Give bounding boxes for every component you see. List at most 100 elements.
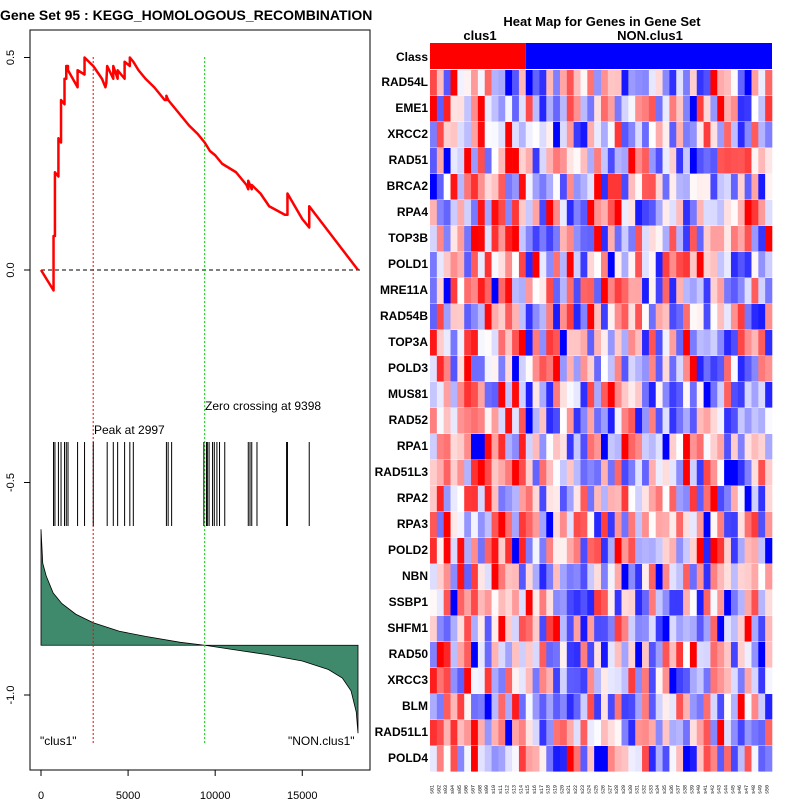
- heatmap-cell: [587, 356, 595, 382]
- heatmap-cell: [436, 148, 444, 174]
- heatmap-cell: [532, 564, 540, 590]
- heatmap-cell: [430, 96, 438, 122]
- heatmap-cell: [648, 356, 657, 382]
- heatmap-cell: [512, 564, 520, 590]
- heatmap-cell: [546, 564, 554, 590]
- heatmap-cell: [717, 460, 725, 486]
- heatmap-cell: [676, 356, 684, 382]
- heatmap-cell: [539, 434, 547, 460]
- heatmap-cell: [430, 694, 438, 720]
- heatmap-cell: [471, 746, 479, 772]
- heatmap-cell: [703, 174, 711, 200]
- heatmap-cell: [669, 434, 677, 460]
- heatmap-cell: [546, 590, 554, 616]
- heatmap-cell: [450, 668, 458, 694]
- heatmap-cell: [443, 746, 451, 772]
- heatmap-cell: [662, 304, 670, 330]
- heatmap-cell: [662, 720, 670, 746]
- heatmap-cell: [484, 408, 492, 434]
- heatmap-cell: [566, 70, 574, 96]
- class-group-label-clus1: clus1: [463, 28, 496, 43]
- heatmap-cell: [683, 746, 691, 772]
- heatmap-cell: [765, 460, 773, 486]
- heatmap-cell: [498, 434, 506, 460]
- heatmap-cell: [751, 70, 759, 96]
- sample-label: s48: [751, 785, 757, 794]
- heatmap-cell: [655, 278, 663, 304]
- heatmap-cell: [737, 200, 745, 226]
- heatmap-cell: [580, 642, 588, 668]
- heatmap-cell: [710, 590, 718, 616]
- heatmap-cell: [450, 356, 458, 382]
- heatmap-cell: [430, 226, 438, 252]
- heatmap-cell: [655, 720, 663, 746]
- heatmap-cell: [471, 226, 479, 252]
- heatmap-cell: [765, 564, 773, 590]
- heatmap-cell: [648, 590, 657, 616]
- sample-label: s12: [505, 785, 511, 794]
- heatmap-cell: [614, 694, 622, 720]
- heatmap-cell: [655, 512, 663, 538]
- heatmap-cell: [498, 720, 506, 746]
- heatmap-cell: [669, 304, 677, 330]
- heatmap-cell: [471, 694, 479, 720]
- heatmap-cell: [450, 460, 458, 486]
- heatmap-cell: [717, 616, 725, 642]
- heatmap-cell: [703, 460, 711, 486]
- heatmap-cell: [676, 382, 684, 408]
- heatmap-cell: [758, 408, 766, 434]
- heatmap-cell: [559, 460, 568, 486]
- heatmap-cell: [553, 356, 561, 382]
- heatmap-cell: [457, 382, 465, 408]
- heatmap-cell: [710, 668, 718, 694]
- heatmap-cell: [443, 538, 451, 564]
- heatmap-cell: [737, 668, 745, 694]
- heatmap-cell: [532, 252, 540, 278]
- heatmap-cell: [621, 200, 629, 226]
- heatmap-cell: [491, 148, 499, 174]
- heatmap-cell: [662, 564, 670, 590]
- heatmap-cell: [689, 460, 698, 486]
- heatmap-cell: [484, 434, 492, 460]
- heatmap-cell: [689, 200, 698, 226]
- heatmap-cell: [635, 122, 643, 148]
- heatmap-cell: [683, 668, 691, 694]
- heatmap-cell: [546, 538, 554, 564]
- heatmap-cell: [607, 642, 615, 668]
- heatmap-cell: [758, 96, 766, 122]
- heatmap-cell: [628, 590, 636, 616]
- heatmap-cell: [518, 226, 527, 252]
- heatmap-cell: [430, 616, 438, 642]
- heatmap-cell: [464, 226, 472, 252]
- heatmap-cell: [737, 616, 745, 642]
- heatmap-cell: [744, 408, 752, 434]
- heatmap-cell: [614, 330, 622, 356]
- heatmap-cell: [580, 304, 588, 330]
- heatmap-cell: [450, 122, 458, 148]
- heatmap-cell: [655, 590, 663, 616]
- heatmap-cell: [696, 122, 704, 148]
- heatmap-cell: [662, 538, 670, 564]
- heatmap-cell: [737, 356, 745, 382]
- heatmap-cell: [614, 642, 622, 668]
- heatmap-cell: [676, 226, 684, 252]
- heatmap-cell: [594, 356, 602, 382]
- heatmap-cell: [765, 252, 773, 278]
- heatmap-cell: [498, 564, 506, 590]
- heatmap-cell: [730, 278, 739, 304]
- heatmap-cell: [559, 148, 568, 174]
- heatmap-cell: [525, 642, 533, 668]
- heatmap-cell: [744, 330, 752, 356]
- heatmap-cell: [621, 408, 629, 434]
- heatmap-cell: [655, 642, 663, 668]
- heatmap-cell: [532, 434, 540, 460]
- heatmap-cell: [512, 252, 520, 278]
- class-row-label: Class: [396, 50, 428, 64]
- heatmap-cell: [566, 408, 574, 434]
- heatmap-cell: [491, 642, 499, 668]
- heatmap-cell: [765, 616, 773, 642]
- heatmap-cell: [553, 564, 561, 590]
- sample-label: s41: [703, 785, 709, 794]
- heatmap-cell: [546, 330, 554, 356]
- heatmap-cell: [724, 382, 732, 408]
